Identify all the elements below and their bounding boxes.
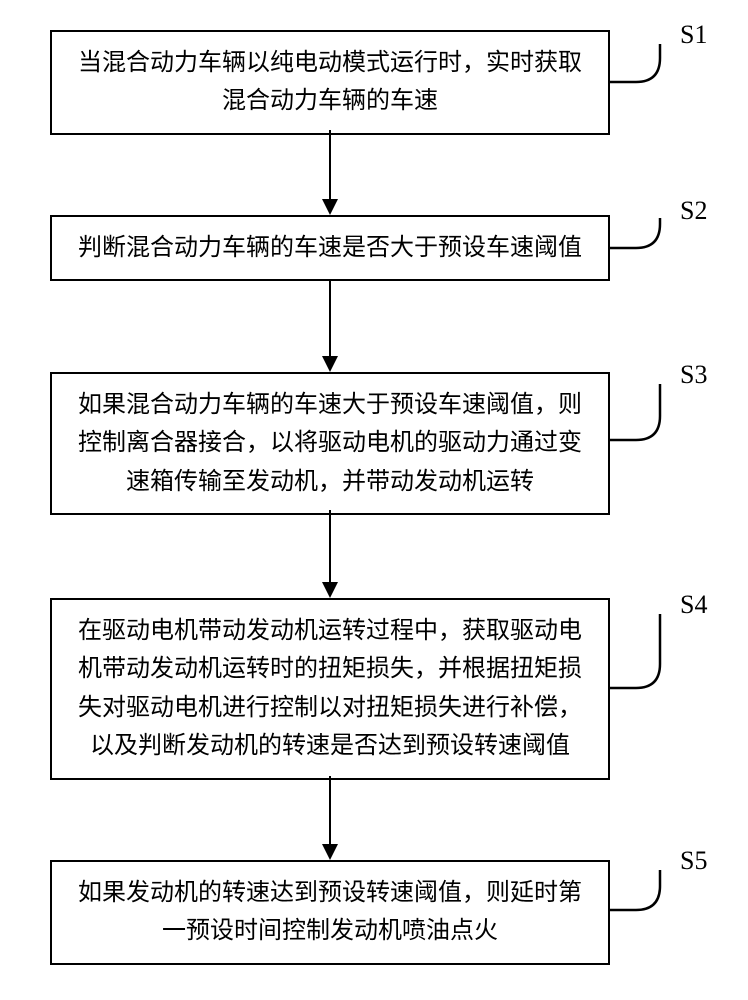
flowchart-node-s5: 如果发动机的转速达到预设转速阈值，则延时第一预设时间控制发动机喷油点火 — [50, 860, 610, 965]
arrowhead-icon — [322, 582, 338, 598]
label-text: S4 — [680, 590, 707, 619]
flowchart-node-s3: 如果混合动力车辆的车速大于预设车速阈值，则控制离合器接合，以将驱动电机的驱动力通… — [50, 372, 610, 515]
arrowhead-icon — [322, 199, 338, 215]
node-text: 判断混合动力车辆的车速是否大于预设车速阈值 — [70, 229, 590, 267]
label-text: S3 — [680, 360, 707, 389]
bracket-s5 — [610, 870, 660, 910]
node-text: 如果发动机的转速达到预设转速阈值，则延时第一预设时间控制发动机喷油点火 — [70, 874, 590, 951]
label-text: S5 — [680, 846, 707, 875]
arrowhead-icon — [322, 356, 338, 372]
node-text: 当混合动力车辆以纯电动模式运行时，实时获取混合动力车辆的车速 — [70, 44, 590, 121]
step-label-s1: S1 — [680, 20, 707, 50]
node-text: 在驱动电机带动发动机运转过程中，获取驱动电机带动发动机运转时的扭矩损失，并根据扭… — [70, 612, 590, 766]
step-label-s4: S4 — [680, 590, 707, 620]
flowchart-node-s4: 在驱动电机带动发动机运转过程中，获取驱动电机带动发动机运转时的扭矩损失，并根据扭… — [50, 598, 610, 780]
bracket-s2 — [610, 218, 660, 248]
step-label-s5: S5 — [680, 846, 707, 876]
node-text: 如果混合动力车辆的车速大于预设车速阈值，则控制离合器接合，以将驱动电机的驱动力通… — [70, 386, 590, 501]
bracket-s4 — [610, 614, 660, 688]
bracket-s1 — [610, 44, 660, 82]
flowchart-node-s1: 当混合动力车辆以纯电动模式运行时，实时获取混合动力车辆的车速 — [50, 30, 610, 135]
bracket-s3 — [610, 384, 660, 440]
step-label-s2: S2 — [680, 196, 707, 226]
label-text: S1 — [680, 20, 707, 49]
arrowhead-icon — [322, 844, 338, 860]
step-label-s3: S3 — [680, 360, 707, 390]
flowchart-node-s2: 判断混合动力车辆的车速是否大于预设车速阈值 — [50, 215, 610, 281]
label-text: S2 — [680, 196, 707, 225]
